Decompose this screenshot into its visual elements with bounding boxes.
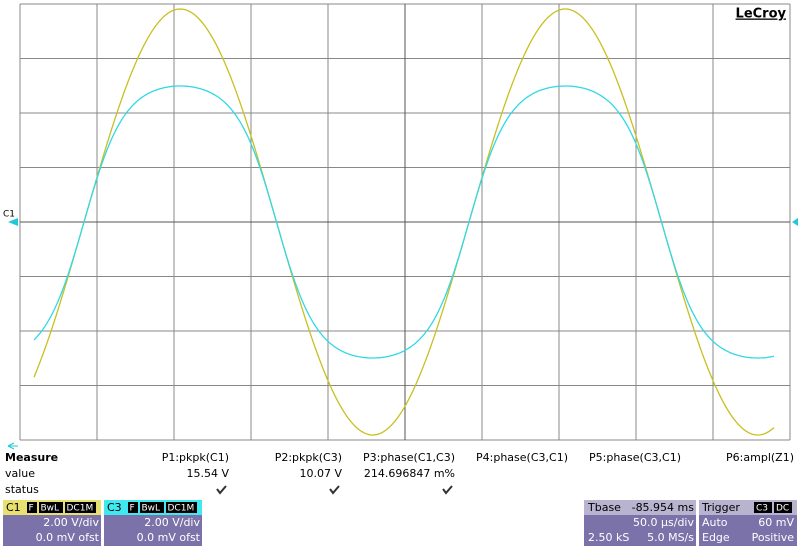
measure-name: P6:ampl(Z1) bbox=[726, 451, 794, 464]
trigger-coupling: DC bbox=[776, 504, 789, 514]
measure-value: 15.54 V bbox=[186, 467, 229, 480]
channel-tag: DC1M bbox=[168, 504, 195, 514]
trigger-label: Trigger bbox=[701, 501, 740, 514]
timebase-label: Tbase bbox=[587, 501, 621, 514]
trigger-channel: C3 bbox=[756, 504, 768, 514]
measure-name: P3:phase(C1,C3) bbox=[363, 451, 455, 464]
waveforms bbox=[33, 8, 775, 436]
channel-tag: BwL bbox=[142, 504, 161, 514]
channel-tag-bg bbox=[140, 502, 164, 513]
measure-table: Measure value status P1:pkpk(C1) 15.54 V P2:p… bbox=[5, 442, 794, 496]
check-icon bbox=[216, 485, 227, 495]
measure-name: P2:pkpk(C3) bbox=[275, 451, 342, 464]
trace-marker: C1 bbox=[3, 210, 15, 220]
row-label: status bbox=[5, 483, 39, 496]
trigger-slope: Positive bbox=[752, 531, 795, 544]
channel-tag-bg bbox=[27, 502, 37, 513]
row-label: Measure bbox=[5, 451, 58, 464]
row-label: value bbox=[5, 467, 35, 480]
channel-tag: F bbox=[29, 504, 34, 514]
trigger-chip bbox=[754, 502, 772, 513]
channel-scale: 2.00 V/div bbox=[43, 516, 99, 529]
measure-name: P4:phase(C3,C1) bbox=[476, 451, 568, 464]
channel-tag-bg bbox=[166, 502, 197, 513]
trigger-chip bbox=[774, 502, 792, 513]
trace-c3 bbox=[33, 85, 775, 359]
grid bbox=[19, 3, 791, 441]
measure-value: 10.07 V bbox=[299, 467, 342, 480]
trigger-level: 60 mV bbox=[758, 516, 794, 529]
check-icon bbox=[442, 485, 453, 495]
brand: LeCroy bbox=[736, 7, 787, 22]
channel-tag-bg bbox=[65, 502, 96, 513]
timebase-scale: 50.0 µs/div bbox=[633, 516, 694, 529]
trigger-mode: Auto bbox=[702, 516, 728, 529]
status-boxes: C1 F BwL DC1M 2.00 V/div 0.0 mV ofst C3 F BwL DC1… bbox=[3, 500, 797, 546]
measure-name: P1:pkpk(C1) bbox=[162, 451, 229, 464]
channel-tag: DC1M bbox=[67, 504, 94, 514]
measure-value: 214.696847 m% bbox=[364, 467, 455, 480]
channel-tag-bg bbox=[128, 502, 138, 513]
trigger-header bbox=[699, 500, 797, 515]
marker-right bbox=[792, 218, 798, 226]
timebase-rate: 5.0 MS/s bbox=[647, 531, 694, 544]
check-icon bbox=[329, 485, 340, 495]
channel-scale: 2.00 V/div bbox=[144, 516, 200, 529]
channel-tag: F bbox=[130, 504, 135, 514]
timebase-samples: 2.50 kS bbox=[588, 531, 629, 544]
channel-tag-bg bbox=[39, 502, 63, 513]
timebase-header bbox=[584, 500, 696, 515]
channel-offset: 0.0 mV ofst bbox=[137, 531, 201, 544]
channel-label: C3 bbox=[107, 501, 122, 514]
timebase-delay: -85.954 ms bbox=[632, 501, 695, 514]
arrow-icon bbox=[7, 442, 18, 450]
channel-tag: BwL bbox=[41, 504, 60, 514]
measure-name: P5:phase(C3,C1) bbox=[589, 451, 681, 464]
channel-label: C1 bbox=[6, 501, 21, 514]
channel-offset: 0.0 mV ofst bbox=[36, 531, 100, 544]
trigger-type: Edge bbox=[702, 531, 730, 544]
marker-left bbox=[8, 218, 18, 226]
